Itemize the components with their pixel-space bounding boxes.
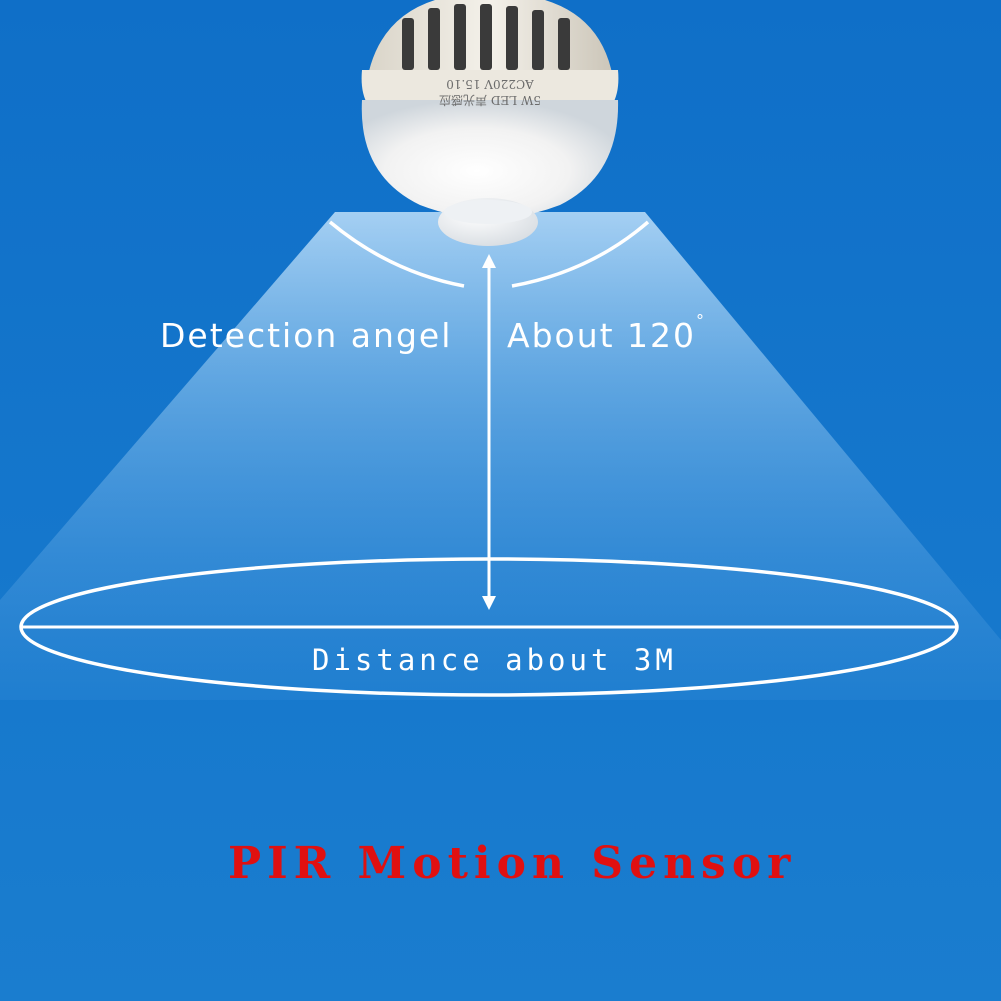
detection-arc-left — [328, 220, 465, 288]
height-arrow — [482, 254, 496, 610]
detection-arc-right — [511, 220, 650, 288]
angle-value: About 120 — [507, 316, 697, 355]
bulb-print-line1: 5W LED 声光感应 — [439, 93, 541, 108]
about-angle-label: About 120° — [507, 313, 706, 355]
bulb-print: 5W LED 声光感应 AC220V 15.10 — [439, 77, 541, 108]
light-beam — [0, 212, 1001, 700]
led-bulb — [361, 0, 619, 246]
product-title: PIR Motion Sensor — [228, 838, 797, 889]
distance-label: Distance about 3M — [312, 643, 677, 677]
detection-angle-label: Detection angel — [160, 316, 453, 355]
degree-symbol: ° — [696, 311, 707, 330]
bulb-print-line2: AC220V 15.10 — [446, 77, 535, 91]
